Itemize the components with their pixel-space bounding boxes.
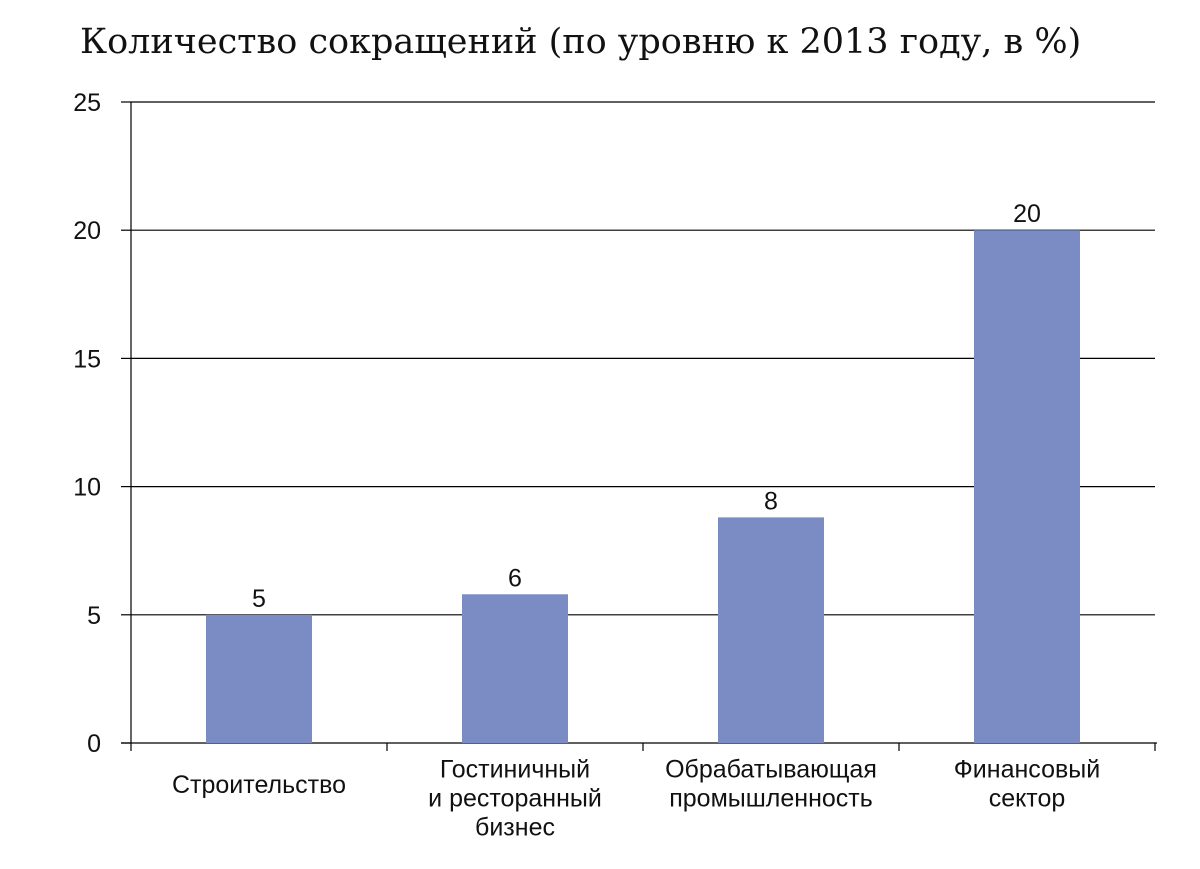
y-tick-label: 0	[87, 730, 101, 758]
bar	[974, 230, 1080, 743]
data-label: 5	[252, 585, 266, 613]
x-category-label: Строительство	[172, 771, 346, 799]
bar	[462, 594, 568, 743]
data-label: 20	[1013, 200, 1041, 228]
y-tick-label: 5	[87, 602, 101, 630]
bar	[206, 614, 312, 743]
x-category-label-line: промышленность	[669, 785, 873, 813]
bar	[718, 517, 824, 743]
x-category-label-line: Строительство	[172, 771, 346, 799]
data-label: 8	[764, 487, 778, 515]
x-category-label: Обрабатывающая промышленность	[665, 756, 877, 813]
y-tick-label: 10	[73, 474, 101, 502]
x-category-label-line: и ресторанный	[428, 785, 602, 813]
x-category-label-line: Обрабатывающая	[665, 756, 877, 784]
x-category-label: Гостиничный и ресторанный бизнес	[428, 756, 602, 842]
y-tick-label: 25	[73, 89, 101, 117]
y-tick-label: 20	[73, 217, 101, 245]
x-category-label-line: бизнес	[475, 814, 555, 842]
x-category-label-line: сектор	[989, 785, 1066, 813]
x-category-label: Финансовый сектор	[954, 756, 1100, 813]
x-category-label-line: Гостиничный	[440, 756, 590, 784]
y-tick-label: 15	[73, 345, 101, 373]
data-label: 6	[508, 564, 522, 592]
x-category-label-line: Финансовый	[954, 756, 1100, 784]
chart-title: Количество сокращений (по уровню к 2013 …	[80, 22, 1082, 62]
